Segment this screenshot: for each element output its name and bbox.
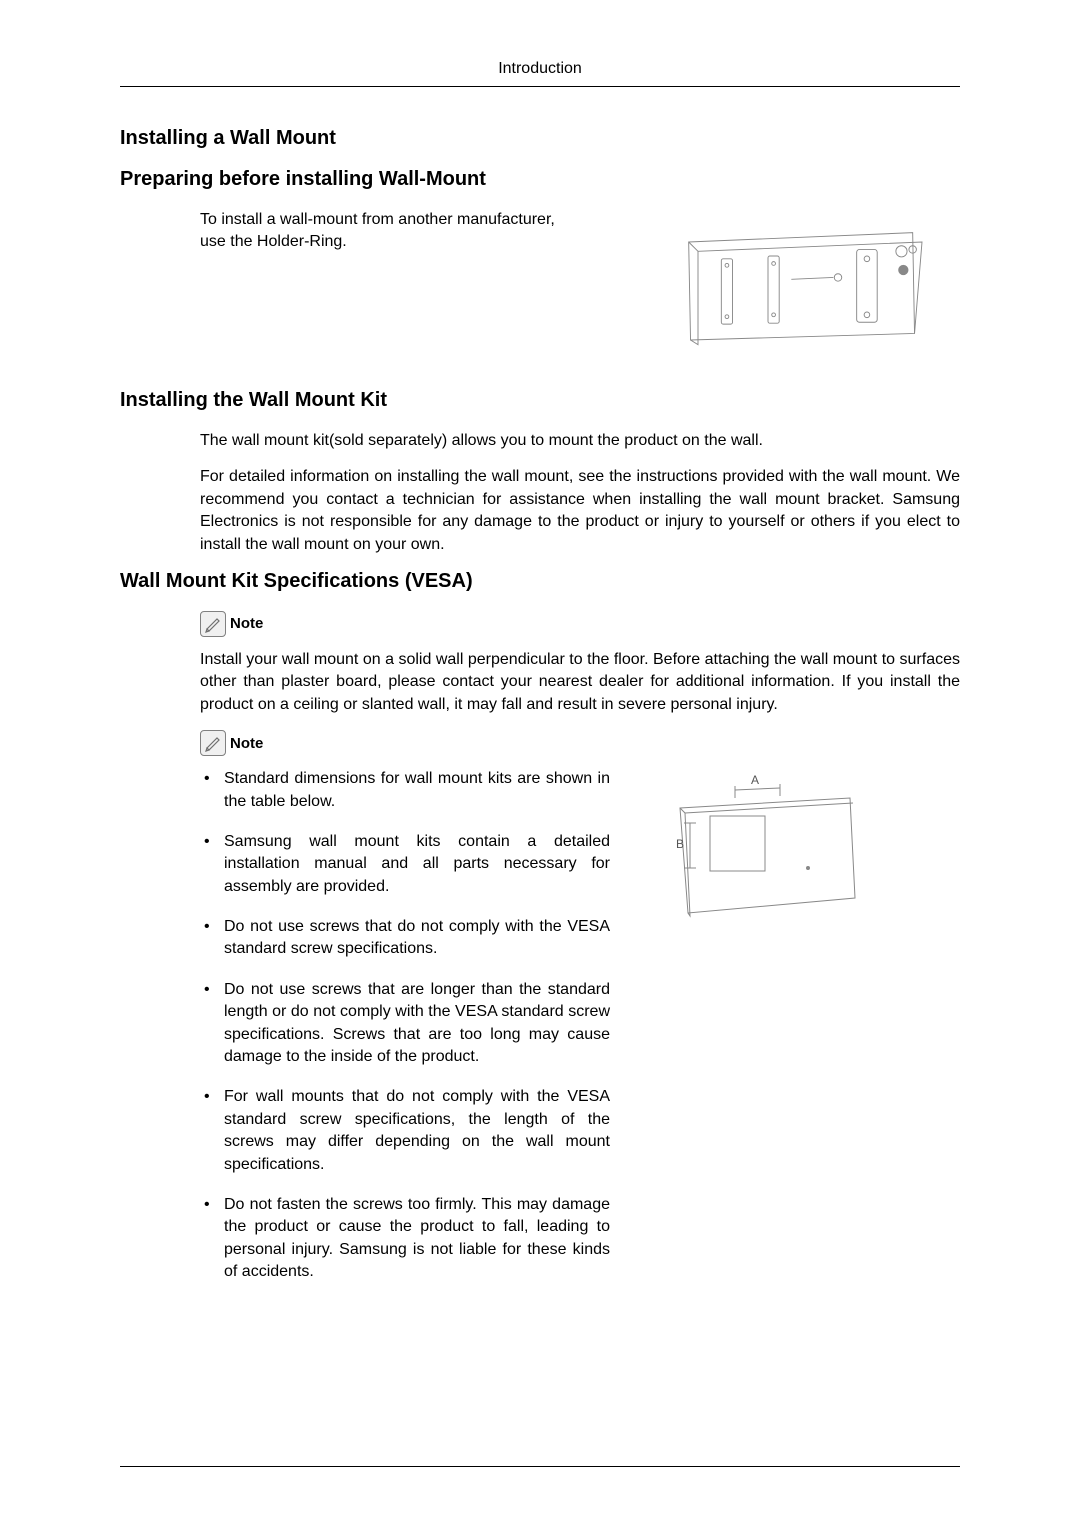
- list-item: •Do not fasten the screws too firmly. Th…: [200, 1194, 610, 1284]
- vesa-body: Note Install your wall mount on a solid …: [120, 611, 960, 1302]
- bullet-section: •Standard dimensions for wall mount kits…: [200, 768, 960, 1301]
- note-row-2: Note: [200, 730, 960, 756]
- note-icon: [200, 611, 226, 637]
- kit-p2: For detailed information on installing t…: [200, 466, 960, 556]
- list-item: •For wall mounts that do not comply with…: [200, 1086, 610, 1176]
- note-label-1: Note: [230, 615, 263, 632]
- holder-ring-illustration: [660, 209, 960, 359]
- intro-section: To install a wall-mount from another man…: [120, 209, 960, 359]
- heading-installing-kit: Installing the Wall Mount Kit: [120, 389, 960, 412]
- note-label-2: Note: [230, 735, 263, 752]
- list-item: •Standard dimensions for wall mount kits…: [200, 768, 610, 813]
- intro-text: To install a wall-mount from another man…: [200, 209, 580, 252]
- note-icon: [200, 730, 226, 756]
- list-item: •Do not use screws that are longer than …: [200, 979, 610, 1069]
- heading-installing-wall-mount: Installing a Wall Mount: [120, 127, 960, 150]
- heading-vesa-specs: Wall Mount Kit Specifications (VESA): [120, 570, 960, 593]
- installing-kit-body: The wall mount kit(sold separately) allo…: [120, 430, 960, 556]
- kit-p1: The wall mount kit(sold separately) allo…: [200, 430, 960, 452]
- list-item: •Samsung wall mount kits contain a detai…: [200, 831, 610, 898]
- dim-label-a: A: [751, 773, 759, 787]
- page-footer-rule: [120, 1466, 960, 1467]
- note-row-1: Note: [200, 611, 960, 637]
- page-header: Introduction: [120, 60, 960, 87]
- list-item: •Do not use screws that do not comply wi…: [200, 916, 610, 961]
- dim-label-b: B: [676, 837, 684, 851]
- vesa-dimension-illustration: A B: [640, 768, 870, 928]
- heading-preparing: Preparing before installing Wall-Mount: [120, 168, 960, 191]
- vesa-p1: Install your wall mount on a solid wall …: [200, 649, 960, 716]
- bullet-list: •Standard dimensions for wall mount kits…: [200, 768, 610, 1301]
